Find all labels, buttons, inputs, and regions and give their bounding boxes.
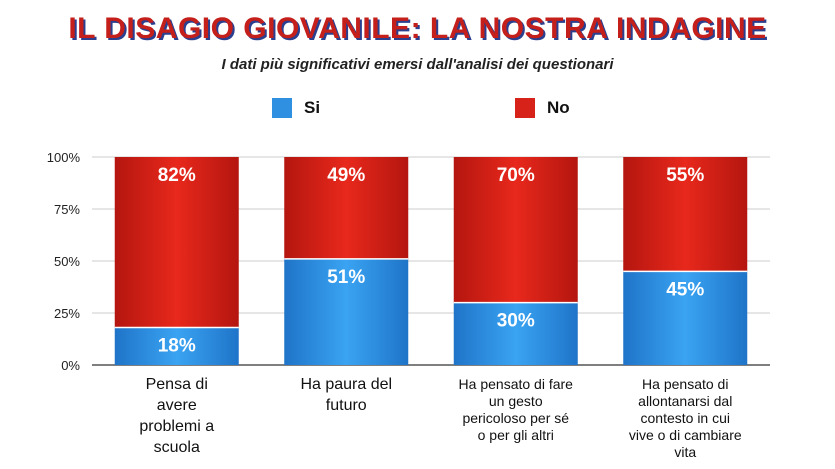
legend-swatch-si (272, 98, 292, 118)
chart-title: IL DISAGIO GIOVANILE: LA NOSTRA INDAGINE (68, 12, 767, 45)
legend-label-si: Si (304, 98, 321, 117)
data-label-no: 70% (497, 165, 535, 186)
x-tick-label: Ha pensato di allontanarsi dal contesto in… (629, 376, 742, 460)
legend-label-no: No (547, 98, 570, 117)
data-label-no: 82% (158, 165, 196, 186)
bar-no (114, 157, 239, 328)
data-label-si: 18% (158, 336, 196, 357)
legend-swatch-no (515, 98, 535, 118)
data-label-si: 30% (497, 311, 535, 332)
chart-subtitle: I dati più significativi emersi dall'ana… (221, 56, 614, 73)
bar-si (623, 271, 748, 365)
legend-item-no: No (515, 98, 570, 118)
x-tick-label: Ha pensato di fare un gesto pericoloso per… (459, 376, 574, 443)
y-tick-label: 0% (61, 358, 80, 373)
data-label-si: 51% (327, 267, 365, 288)
x-tick-label: Pensa di avere problemi a scuola (139, 376, 214, 456)
y-tick-label: 50% (54, 254, 80, 269)
data-label-si: 45% (666, 279, 704, 300)
bar-si (114, 327, 239, 365)
bar-si (453, 302, 578, 365)
y-tick-label: 100% (47, 150, 81, 165)
data-label-no: 55% (666, 165, 704, 186)
data-label-no: 49% (327, 165, 365, 186)
bar-si (284, 258, 409, 365)
y-tick-label: 25% (54, 306, 80, 321)
bar-no (284, 157, 409, 259)
x-tick-label: Ha paura del futuro (300, 376, 392, 414)
bar-no (453, 157, 578, 303)
y-tick-label: 75% (54, 202, 80, 217)
bar-no (623, 157, 748, 272)
legend-item-si: Si (272, 98, 320, 118)
